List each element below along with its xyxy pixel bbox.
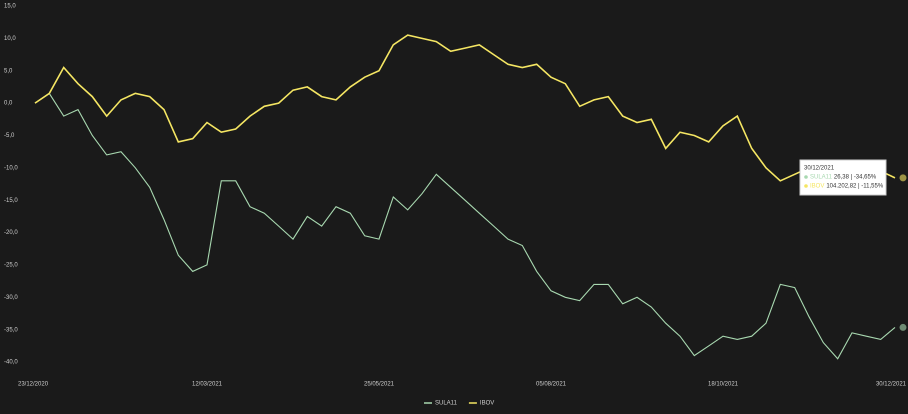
tooltip-date: 30/12/2021 (804, 166, 835, 172)
x-tick-label: 25/05/2021 (364, 382, 395, 388)
tooltip-box (799, 159, 887, 196)
y-tick-label: 0,0 (4, 101, 13, 107)
y-tick-label: -5,0 (4, 133, 15, 139)
y-tick-label: -20,0 (4, 230, 18, 236)
series-line (34, 92, 896, 360)
y-tick-label: -35,0 (4, 327, 18, 333)
tooltip: 30/12/2021 SULA11 26,38 | -34,65% IBOV 104.… (799, 159, 887, 196)
x-tick-label: 18/10/2021 (708, 382, 739, 388)
y-tick-label: 5,0 (4, 68, 13, 74)
legend-label: IBOV (480, 401, 494, 407)
y-tick-label: -10,0 (4, 165, 18, 171)
tooltip-dot (804, 184, 808, 188)
y-tick-label: 15,0 (4, 4, 16, 10)
tooltip-value: 26,38 | -34,65% (834, 175, 877, 181)
end-marker (899, 323, 907, 331)
x-tick-label: 30/12/2021 (876, 382, 907, 388)
end-marker (899, 174, 907, 182)
y-tick-label: 10,0 (4, 36, 16, 42)
x-tick-label: 23/12/2020 (18, 382, 49, 388)
y-tick-label: -40,0 (4, 360, 18, 366)
x-tick-label: 12/03/2021 (192, 382, 223, 388)
x-tick-label: 05/08/2021 (536, 382, 567, 388)
y-tick-label: -25,0 (4, 263, 18, 269)
tooltip-dot (804, 175, 808, 179)
tooltip-name: IBOV (810, 184, 824, 190)
series-line (34, 34, 896, 192)
y-tick-label: -30,0 (4, 295, 18, 301)
legend-label: SULA11 (435, 401, 458, 407)
tooltip-name: SULA11 (810, 175, 833, 181)
y-tick-label: -15,0 (4, 198, 18, 204)
tooltip-value: 104.202,82 | -11,55% (826, 184, 883, 190)
